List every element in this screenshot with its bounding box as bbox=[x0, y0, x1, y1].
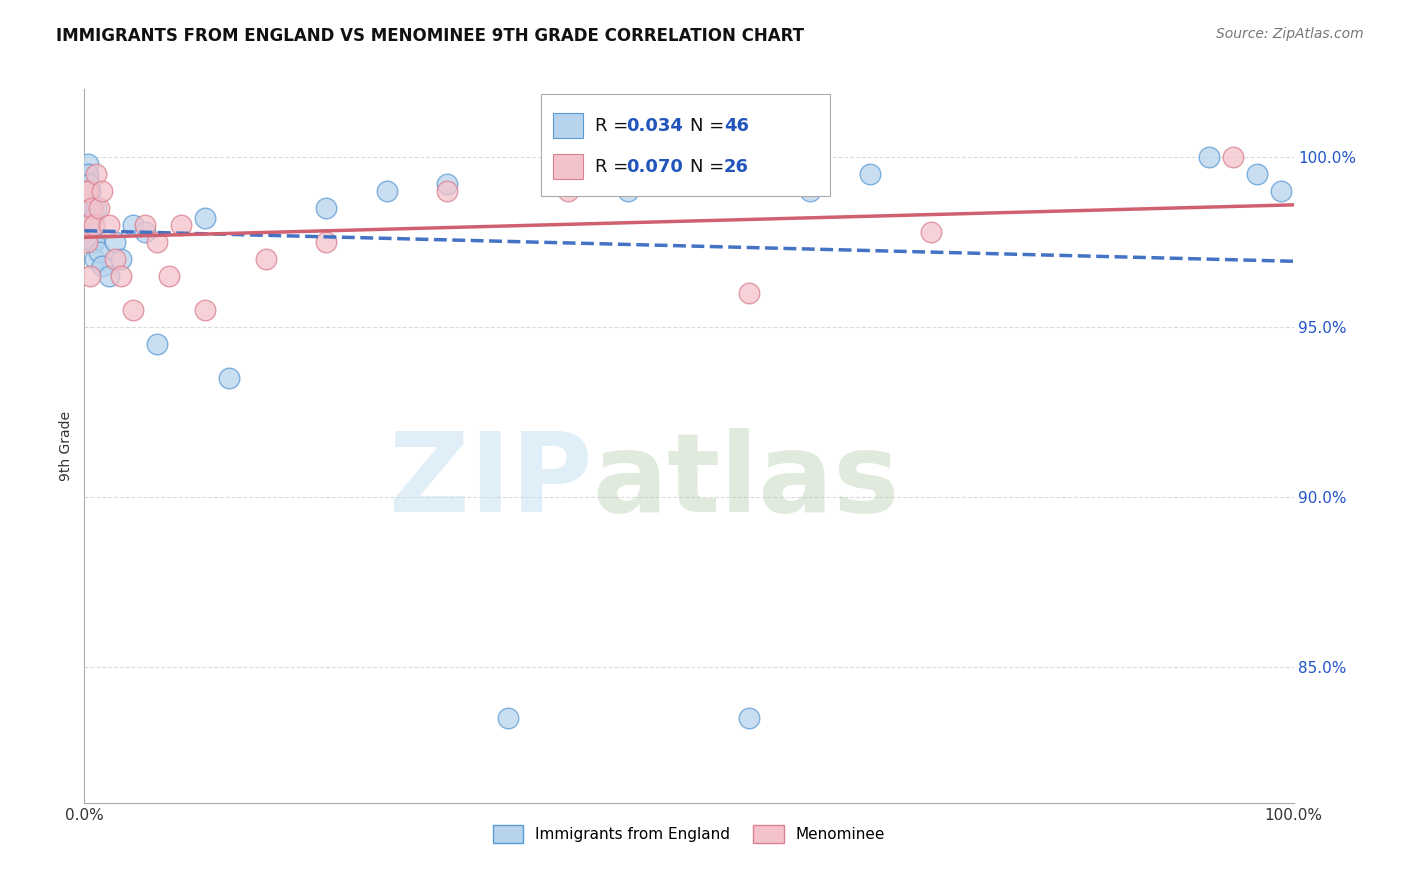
Point bbox=[75, 178, 97, 192]
Point bbox=[80, 201, 103, 215]
Text: N =: N = bbox=[690, 117, 724, 135]
Point bbox=[77, 178, 100, 192]
Point bbox=[97, 269, 120, 284]
Point bbox=[80, 225, 103, 239]
Point bbox=[77, 218, 100, 232]
Point bbox=[194, 303, 217, 318]
Point bbox=[77, 167, 100, 181]
Point bbox=[76, 235, 98, 249]
Legend: Immigrants from England, Menominee: Immigrants from England, Menominee bbox=[486, 819, 891, 848]
Point bbox=[678, 178, 700, 192]
Text: R =: R = bbox=[595, 117, 628, 135]
Text: atlas: atlas bbox=[592, 428, 900, 535]
Point bbox=[134, 225, 156, 239]
Point bbox=[76, 191, 98, 205]
Point bbox=[86, 201, 108, 215]
Point bbox=[84, 252, 107, 266]
Point bbox=[738, 711, 761, 725]
Point bbox=[110, 269, 132, 284]
Point bbox=[254, 252, 277, 266]
Point bbox=[82, 211, 104, 226]
Point bbox=[617, 184, 640, 198]
Point bbox=[75, 191, 97, 205]
Point bbox=[738, 286, 761, 301]
Point bbox=[121, 218, 143, 232]
Point bbox=[110, 252, 132, 266]
Point bbox=[1222, 150, 1244, 164]
Point bbox=[134, 218, 156, 232]
Text: ZIP: ZIP bbox=[389, 428, 592, 535]
Point bbox=[1198, 150, 1220, 164]
Point bbox=[79, 184, 101, 198]
Point bbox=[77, 194, 100, 209]
Point bbox=[80, 201, 103, 215]
Point bbox=[496, 711, 519, 725]
Point bbox=[76, 201, 98, 215]
Point bbox=[146, 235, 169, 249]
Point bbox=[315, 235, 337, 249]
Point bbox=[157, 269, 180, 284]
Point bbox=[218, 371, 240, 385]
Point bbox=[76, 184, 98, 198]
Point bbox=[436, 184, 458, 198]
Point bbox=[557, 167, 579, 181]
Point bbox=[436, 178, 458, 192]
Point bbox=[77, 184, 100, 198]
Point bbox=[86, 167, 108, 181]
Point bbox=[97, 218, 120, 232]
Point bbox=[194, 211, 217, 226]
Point bbox=[79, 269, 101, 284]
Point bbox=[83, 218, 105, 232]
Text: 0.034: 0.034 bbox=[626, 117, 682, 135]
Point bbox=[1246, 167, 1268, 181]
Point bbox=[79, 201, 101, 215]
Point bbox=[91, 259, 114, 273]
Point bbox=[76, 167, 98, 181]
Point bbox=[77, 184, 100, 198]
Point bbox=[79, 218, 101, 232]
Point bbox=[91, 184, 114, 198]
Text: 46: 46 bbox=[724, 117, 749, 135]
Point bbox=[79, 208, 101, 222]
Point bbox=[77, 157, 100, 171]
Point bbox=[104, 252, 127, 266]
Point bbox=[146, 337, 169, 351]
Point bbox=[799, 184, 821, 198]
Y-axis label: 9th Grade: 9th Grade bbox=[59, 411, 73, 481]
Point bbox=[104, 235, 127, 249]
Point bbox=[920, 225, 942, 239]
Text: Source: ZipAtlas.com: Source: ZipAtlas.com bbox=[1216, 27, 1364, 41]
Point bbox=[315, 201, 337, 215]
Text: R =: R = bbox=[595, 158, 628, 176]
Text: 0.070: 0.070 bbox=[626, 158, 682, 176]
Point bbox=[859, 167, 882, 181]
Point bbox=[87, 245, 110, 260]
Point bbox=[1270, 184, 1292, 198]
Point bbox=[87, 201, 110, 215]
Point bbox=[76, 174, 98, 188]
Text: IMMIGRANTS FROM ENGLAND VS MENOMINEE 9TH GRADE CORRELATION CHART: IMMIGRANTS FROM ENGLAND VS MENOMINEE 9TH… bbox=[56, 27, 804, 45]
Point bbox=[170, 218, 193, 232]
Point bbox=[82, 235, 104, 249]
Text: N =: N = bbox=[690, 158, 724, 176]
Point bbox=[75, 184, 97, 198]
Point bbox=[375, 184, 398, 198]
Point bbox=[557, 184, 579, 198]
Point bbox=[83, 235, 105, 249]
Point bbox=[121, 303, 143, 318]
Text: 26: 26 bbox=[724, 158, 749, 176]
